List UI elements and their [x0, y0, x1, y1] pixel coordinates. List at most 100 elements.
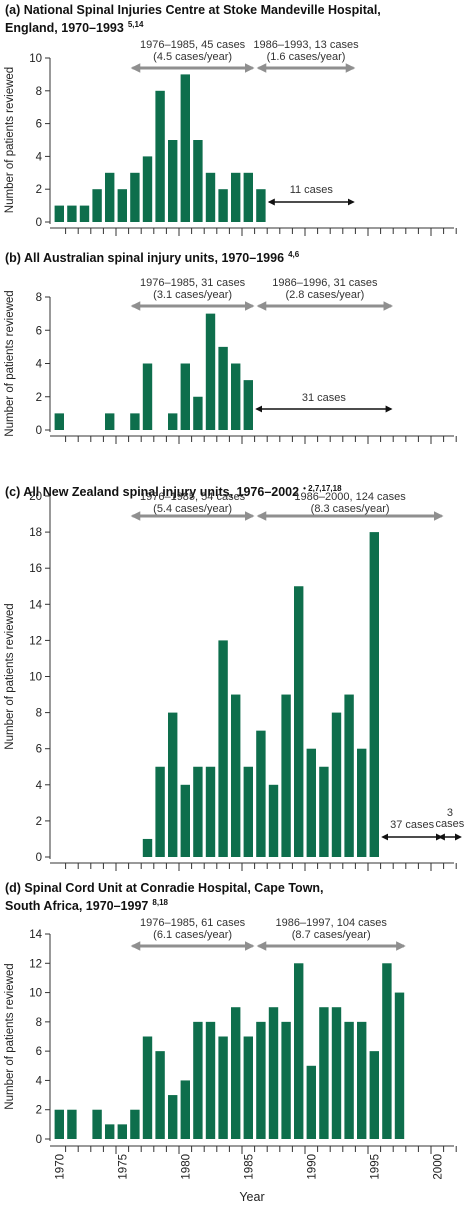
bar-1981: [193, 1021, 203, 1139]
y-tick-label: 0: [36, 852, 42, 864]
period-annotation-text: (2.8 cases/year): [285, 289, 364, 301]
y-tick-label: 14: [29, 599, 42, 611]
y-axis-label: Number of patients reviewed: [4, 963, 16, 1109]
bar-1989: [294, 963, 304, 1139]
period-annotation-text: (8.3 cases/year): [311, 503, 390, 515]
bar-1971: [67, 1109, 77, 1139]
bar-1979: [168, 712, 178, 857]
bar-1992: [331, 712, 342, 857]
title-references: • 2,7,17,18: [303, 484, 342, 493]
bar-1986: [256, 1021, 266, 1139]
y-tick-label: 0: [36, 1134, 42, 1146]
y-tick-label: 10: [29, 53, 42, 65]
y-tick-label: 2: [36, 392, 42, 404]
y-tick-label: 4: [36, 780, 43, 792]
bar-1982: [205, 1021, 216, 1139]
y-axis-label: Number of patients reviewed: [4, 603, 16, 749]
y-tick-label: 16: [29, 563, 42, 575]
bar-1994: [357, 748, 367, 857]
bar-1977: [142, 1036, 153, 1139]
bar-1981: [193, 766, 203, 857]
panel-a: (a) National Spinal Injuries Centre at S…: [4, 3, 457, 236]
x-tick-label: 1975: [117, 1154, 129, 1180]
x-tick-label: 1990: [306, 1154, 318, 1180]
bar-1985: [243, 380, 253, 430]
bar-1979: [168, 413, 178, 430]
title-references: 8,18: [152, 898, 168, 907]
bar-1985: [243, 766, 253, 857]
panel-title: (a) National Spinal Injuries Centre at S…: [5, 3, 381, 17]
y-axis-label: Number of patients reviewed: [4, 67, 16, 213]
x-axis-label: Year: [239, 1190, 264, 1204]
y-axis-label: Number of patients reviewed: [4, 290, 16, 436]
bar-1970: [54, 205, 64, 222]
bar-1988: [281, 1021, 291, 1139]
y-tick-label: 20: [29, 491, 42, 503]
y-tick-label: 2: [36, 184, 42, 196]
y-tick-label: 12: [29, 635, 42, 647]
x-tick-label: 2000: [432, 1154, 444, 1180]
period-annotation-text: (1.6 cases/year): [267, 51, 346, 63]
bar-1987: [268, 1007, 279, 1139]
bar-1970: [54, 413, 64, 430]
bar-1991: [319, 766, 329, 857]
period-annotation-text: 1986–1993, 13 cases: [253, 39, 359, 51]
y-tick-label: 2: [36, 1105, 42, 1117]
bar-1978: [155, 766, 165, 857]
bar-1994: [357, 1021, 367, 1139]
bar-1992: [331, 1007, 342, 1139]
bar-1991: [319, 1007, 329, 1139]
bar-1978: [155, 90, 165, 222]
bar-1979: [168, 140, 178, 222]
y-tick-label: 6: [36, 325, 42, 337]
bar-1980: [180, 363, 190, 430]
bar-1985: [243, 1036, 253, 1139]
period-annotation-text: 1986–1996, 31 cases: [272, 277, 378, 289]
bar-1988: [281, 694, 291, 857]
panel-b: (b) All Australian spinal injury units, …: [4, 250, 457, 444]
bar-1981: [193, 396, 203, 430]
panel-c: (c) All New Zealand spinal injury units,…: [4, 484, 464, 871]
bar-1974: [105, 172, 115, 222]
bar-1984: [231, 172, 241, 222]
bar-1983: [218, 346, 228, 430]
bar-1974: [105, 413, 115, 430]
bar-1981: [193, 140, 203, 222]
y-tick-label: 6: [36, 119, 42, 131]
bar-1996: [382, 963, 392, 1139]
bar-1977: [142, 156, 153, 222]
bar-1973: [92, 189, 102, 222]
panel-title-line2: England, 1970–1993: [5, 21, 124, 35]
bar-1995: [369, 532, 379, 857]
y-tick-label: 4: [36, 1075, 43, 1087]
y-tick-label: 8: [36, 292, 42, 304]
period-annotation-text: (6.1 cases/year): [153, 929, 232, 941]
y-tick-label: 4: [36, 151, 43, 163]
panel-title: (c) All New Zealand spinal injury units,…: [5, 485, 299, 499]
y-tick-label: 0: [36, 425, 42, 437]
period-annotation-text: (5.4 cases/year): [153, 503, 232, 515]
bar-1973: [92, 1109, 102, 1139]
panel-title-line2: South Africa, 1970–1997: [5, 899, 148, 913]
bar-1993: [344, 1021, 354, 1139]
bar-1989: [294, 586, 304, 857]
bar-1995: [369, 1051, 379, 1139]
y-tick-label: 10: [29, 988, 42, 1000]
bar-1984: [231, 363, 241, 430]
bar-1970: [54, 1109, 64, 1139]
period-annotation-text: (8.7 cases/year): [292, 929, 371, 941]
y-tick-label: 18: [29, 527, 42, 539]
period-annotation-text: (4.5 cases/year): [153, 51, 232, 63]
bar-1983: [218, 640, 228, 857]
bar-1987: [268, 784, 279, 857]
bar-1980: [180, 74, 190, 223]
bar-1983: [218, 189, 228, 222]
period-annotation-text: 1976–1985, 54 cases: [140, 491, 246, 503]
bar-1978: [155, 1051, 165, 1139]
x-tick-label: 1985: [243, 1154, 255, 1180]
y-tick-label: 8: [36, 86, 42, 98]
bar-1982: [205, 313, 216, 430]
bar-1977: [142, 838, 153, 857]
bar-1979: [168, 1095, 178, 1139]
